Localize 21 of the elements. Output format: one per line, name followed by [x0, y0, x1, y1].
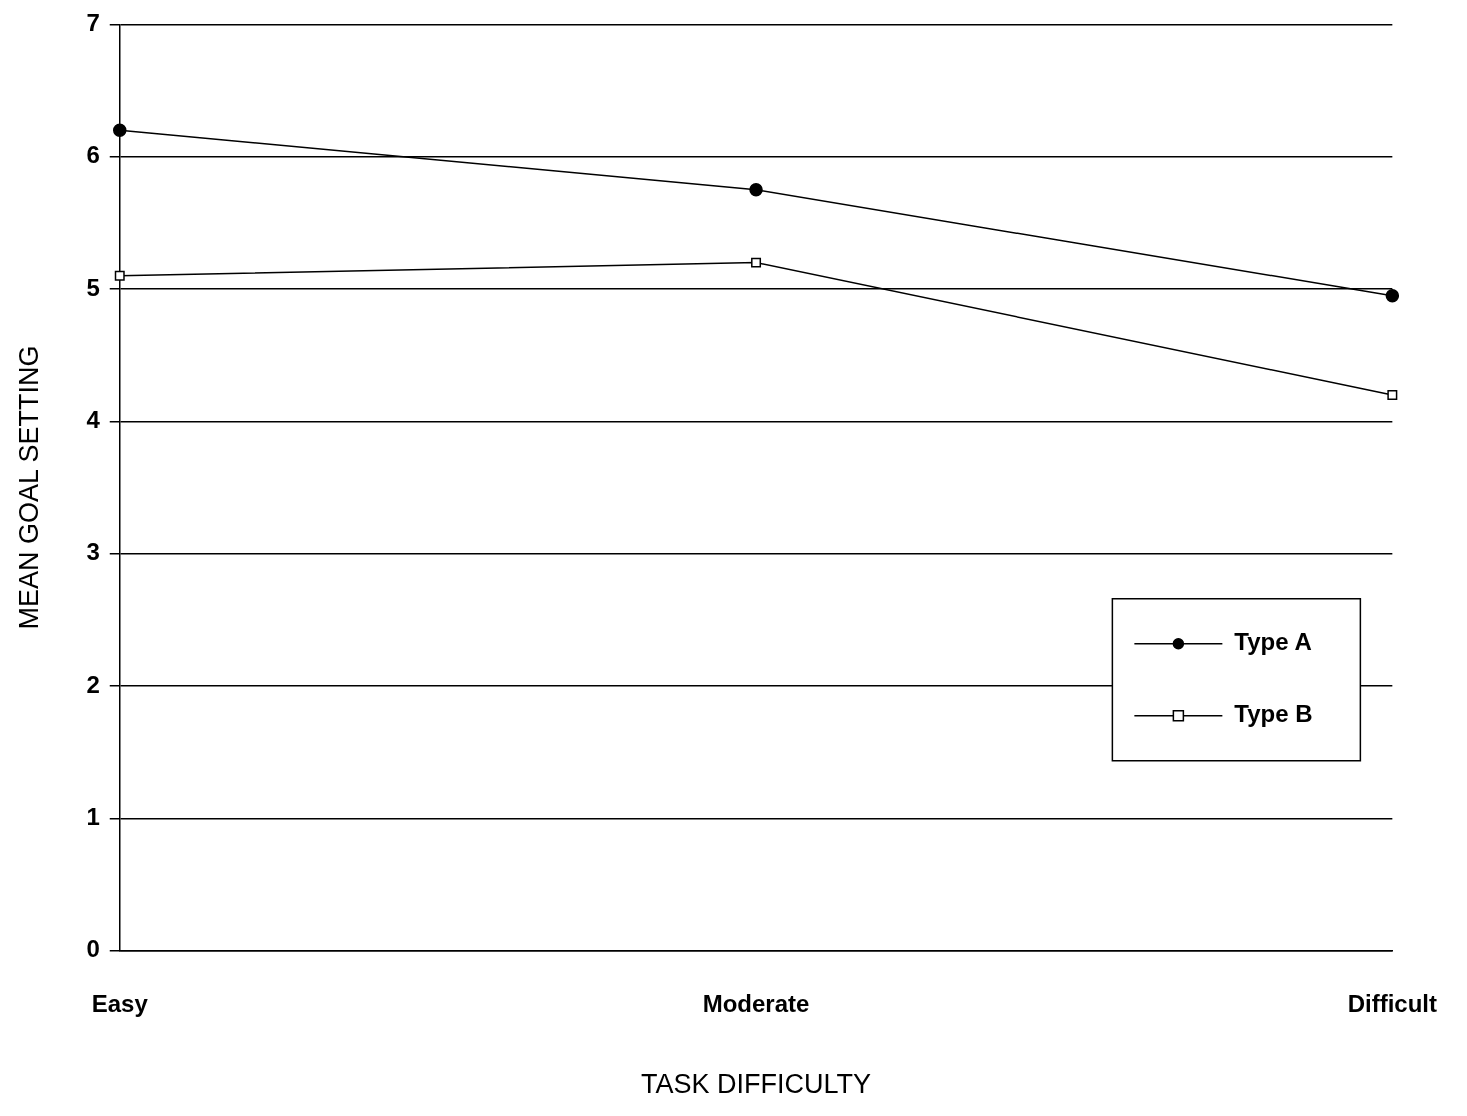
x-tick-label: Moderate — [702, 989, 810, 1017]
point — [749, 183, 763, 197]
point — [751, 257, 762, 268]
y-tick-label: 7 — [86, 9, 100, 37]
x-tick-label: Difficult — [1347, 989, 1437, 1017]
y-tick-label: 4 — [86, 406, 101, 434]
legend-label: Type B — [1234, 700, 1313, 728]
y-tick-label: 5 — [86, 273, 100, 301]
y-axis-title: MEAN GOAL SETTING — [13, 345, 44, 630]
y-tick-label: 2 — [86, 670, 100, 698]
x-axis-title: TASK DIFFICULTY — [641, 1069, 872, 1100]
x-tick-label: Easy — [91, 989, 149, 1017]
point — [114, 270, 125, 281]
point — [113, 123, 127, 138]
y-tick-label: 1 — [86, 803, 100, 831]
y-tick-label: 0 — [86, 935, 100, 963]
legend-label: Type A — [1234, 628, 1312, 656]
y-tick-label: 6 — [86, 141, 100, 169]
point — [1385, 288, 1400, 303]
y-tick-label: 3 — [86, 538, 100, 566]
point — [1387, 389, 1398, 400]
